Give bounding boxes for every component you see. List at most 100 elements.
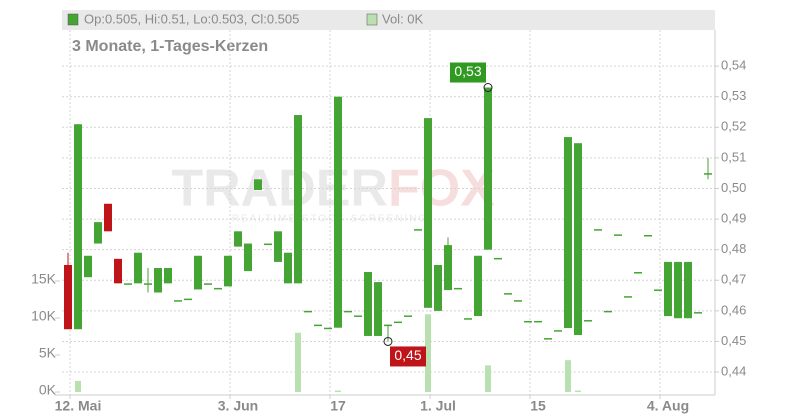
y-tick-label: 0,52: [721, 119, 746, 134]
candle-body: [604, 310, 612, 313]
candle-body: [264, 243, 272, 246]
candle-body: [104, 203, 112, 232]
candle-body: [494, 257, 502, 260]
x-tick-label: 4. Aug: [647, 398, 689, 414]
candle-body: [334, 96, 342, 328]
y-tick-label: 0,53: [721, 88, 746, 103]
candle-body: [64, 264, 72, 330]
volume-bar: [575, 390, 581, 393]
candle-body: [74, 124, 82, 330]
max-label-box: [450, 62, 486, 83]
candle-body: [324, 327, 332, 330]
candle-body: [684, 261, 692, 319]
candle-body: [134, 252, 142, 284]
x-tick-label: 3. Jun: [218, 398, 258, 414]
x-tick-label: 12. Mai: [55, 398, 102, 414]
candle-body: [564, 137, 572, 328]
y-tick-label: 0,49: [721, 211, 746, 226]
candle-body: [674, 261, 682, 319]
candle-body: [524, 320, 532, 323]
candle-body: [644, 234, 652, 237]
y-tick-label: 0,54: [721, 58, 746, 73]
watermark: TRADER FOX REALTIME STOCK SCREENING: [171, 160, 495, 225]
candle-body: [224, 255, 232, 287]
volume-bar: [425, 314, 431, 393]
candle-body: [194, 255, 202, 290]
candle-body: [484, 87, 492, 250]
candle-body: [544, 338, 552, 340]
candle-body: [254, 179, 262, 191]
watermark-left: TRADER: [171, 160, 388, 218]
candle-body: [244, 243, 252, 272]
candle-body: [94, 222, 102, 244]
candle-body: [234, 231, 242, 247]
candle-body: [174, 300, 182, 302]
candle-body: [164, 268, 172, 284]
y-tick-label: 0,44: [721, 363, 746, 378]
x-tick-label: 15: [530, 398, 546, 414]
candle-body: [534, 320, 542, 323]
x-tick-label: 17: [330, 398, 346, 414]
candle-body: [584, 320, 592, 322]
volume-bar: [565, 360, 571, 393]
candle-body: [414, 229, 422, 231]
volume-bar: [75, 380, 81, 393]
y2-tick-label: 15K: [31, 271, 57, 287]
candle-body: [474, 255, 482, 317]
candle-body: [454, 287, 462, 290]
subtitle: 3 Monate, 1-Tages-Kerzen: [72, 38, 268, 55]
candle-body: [364, 272, 372, 336]
watermark-tagline: REALTIME STOCK SCREENING: [232, 214, 429, 225]
y2-tick-label: 10K: [31, 308, 57, 324]
candle-body: [594, 229, 602, 231]
volume-label: Vol: 0K: [382, 11, 424, 26]
candle-body: [354, 315, 362, 317]
candle-body: [704, 173, 712, 175]
candle-body: [614, 234, 622, 236]
y-tick-label: 0,48: [721, 241, 746, 256]
candle-body: [504, 293, 512, 295]
max-label: 0,53: [454, 63, 481, 79]
candle-body: [144, 283, 152, 285]
candle-body: [404, 315, 412, 317]
candle-body: [214, 287, 222, 290]
header-bar: [62, 10, 715, 30]
candle-body: [444, 245, 452, 291]
candle-body: [554, 330, 562, 332]
ohlc-swatch: [67, 13, 79, 26]
candle-body: [114, 258, 122, 284]
candle-body: [184, 298, 192, 301]
candle-body: [204, 283, 212, 285]
candle-body: [664, 261, 672, 317]
min-marker: [383, 336, 393, 346]
candle-body: [424, 118, 432, 308]
volume-bar: [335, 390, 341, 393]
candle-body: [84, 255, 92, 278]
candle-body: [124, 283, 132, 285]
volume-bar: [295, 332, 301, 393]
candle-body: [294, 115, 302, 284]
candle-body: [624, 296, 632, 298]
candle-body: [434, 264, 442, 311]
min-label-box: [390, 346, 426, 367]
y-tick-label: 0,47: [721, 272, 746, 287]
candle-body: [464, 318, 472, 320]
candle-body: [314, 324, 322, 327]
candle-body: [634, 272, 642, 274]
candle-body: [284, 252, 292, 284]
y-tick-label: 0,51: [721, 149, 746, 164]
candle-body: [374, 282, 382, 336]
candle-body: [694, 312, 702, 314]
candle-body: [654, 289, 662, 291]
candle-body: [394, 321, 402, 324]
y2-tick-label: 5K: [39, 345, 57, 361]
candle-body: [384, 324, 392, 327]
min-label: 0,45: [394, 347, 421, 363]
candle-body: [274, 231, 282, 262]
candle-body: [154, 268, 162, 293]
volume-swatch: [366, 13, 378, 26]
y-tick-label: 0,50: [721, 180, 746, 195]
x-tick-label: 1. Jul: [420, 398, 456, 414]
y-tick-label: 0,45: [721, 333, 746, 348]
